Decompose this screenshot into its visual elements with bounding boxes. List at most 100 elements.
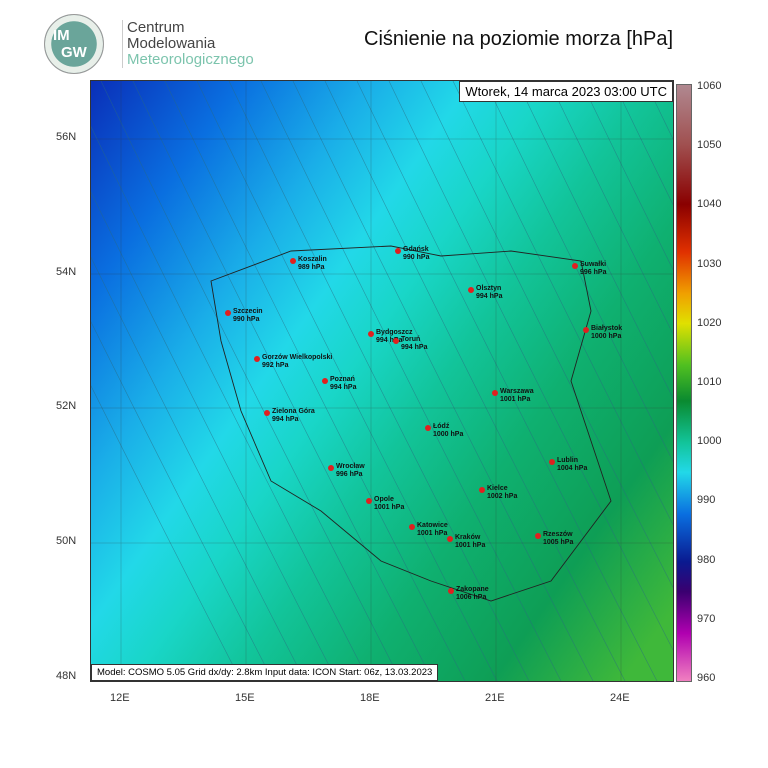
isobar [548,81,673,335]
forecast-datetime: Wtorek, 14 marca 2023 03:00 UTC [459,81,673,102]
city-name: Wrocław [336,463,365,470]
city-name: Koszalin [298,256,327,263]
colorbar-label: 960 [697,672,716,684]
isobar [420,81,673,589]
isobar [612,81,673,206]
city-name: Poznań [330,376,355,383]
city-pressure: 1001 hPa [455,542,486,549]
colorbar-label: 1010 [697,376,722,388]
isobar [356,81,658,681]
latitude-label: 48N [56,670,77,682]
city-dot [368,331,374,337]
city-dot [583,327,589,333]
city-name: Warszawa [500,388,534,395]
city-pressure: 1002 hPa [487,493,518,500]
city-pressure: 992 hPa [262,362,289,369]
isobar [228,81,530,681]
city-name: Zielona Góra [272,408,315,415]
city-dot [448,588,454,594]
city-pressure: 1000 hPa [433,431,464,438]
organization-name: Centrum Modelowania Meteorologicznego [122,20,254,68]
city-pressure: 1001 hPa [417,530,448,537]
isobar [484,81,673,463]
city-pressure: 994 hPa [401,344,428,351]
isobar [388,81,673,651]
longitude-label: 24E [610,692,630,704]
city-name: Białystok [591,325,623,332]
isobar [292,81,594,681]
city-pressure: 996 hPa [580,269,607,276]
city-pressure: 1001 hPa [500,396,531,403]
city-pressure: 994 hPa [330,384,357,391]
latitude-label: 52N [56,400,77,412]
city-dot [468,287,474,293]
city-dot [366,498,372,504]
city-name: Łódź [433,423,450,430]
colorbar-label: 1000 [697,435,722,448]
imgw-logo: IM GW [44,14,104,74]
org-line3: Meteorologicznego [127,51,254,68]
isobar [164,81,466,681]
model-info: Model: COSMO 5.05 Grid dx/dy: 2.8km Inpu… [91,664,439,681]
colorbar-label: 1040 [697,198,722,211]
city-name: Bydgoszcz [376,329,413,336]
city-dot [290,258,296,264]
poland-border [210,245,612,602]
latitude-label: 56N [56,131,77,143]
pressure-map: Koszalin 989 hPa Gdańsk 990 hPa Suwałki 996 h… [90,80,674,682]
longitude-label: 15E [235,692,255,704]
city-dot [328,465,334,471]
city-name: Olsztyn [476,285,502,292]
pressure-colorbar [676,84,692,682]
city-pressure: 1005 hPa [543,539,574,546]
city-dot [393,338,399,344]
longitude-label: 12E [110,692,130,704]
isobar [91,256,306,681]
isobar [644,81,673,140]
city-name: Gdańsk [403,246,429,253]
isobar-lines [91,81,673,681]
colorbar-label: 990 [697,494,716,507]
city-pressure: 994 hPa [272,416,299,423]
city-pressure: 994 hPa [376,337,403,344]
colorbar-label: 1020 [697,316,722,329]
city-name: Zakopane [456,586,489,593]
isobar [260,81,562,681]
colorbar-label: 1030 [697,257,722,270]
colorbar-label: 980 [697,553,716,566]
city-name: Opole [374,496,394,503]
page-title: Ciśnienie na poziomie morza [hPa] [364,28,674,50]
city-name: Kraków [455,534,481,541]
city-name: Kielce [487,485,508,492]
isobar [91,125,370,681]
isobar [91,321,274,681]
city-dot [492,390,498,396]
city-name: Szczecin [233,308,263,315]
city-dot [225,310,231,316]
city-name: Lublin [557,457,578,464]
city-dot [254,356,260,362]
colorbar-label: 1060 [697,80,722,92]
city-pressure: 989 hPa [298,264,325,271]
isobar [100,81,402,681]
city-pressure: 1000 hPa [591,333,622,340]
city-name: Toruń [401,336,421,343]
city-pressure: 1006 hPa [456,594,487,601]
isobar [196,81,498,681]
isobar [91,191,338,681]
isobar [132,81,434,681]
city-pressure: 990 hPa [233,316,260,323]
city-name: Katowice [417,522,448,529]
city-dot [479,487,485,493]
colorbar-label: 970 [697,612,716,625]
city-name: Suwałki [580,261,607,268]
city-dot [409,524,415,530]
city-pressure: 994 hPa [476,293,503,300]
longitude-label: 18E [360,692,380,704]
city-dot [322,378,328,384]
org-line2: Modelowania [127,35,216,52]
isobar [324,81,626,681]
isobar [452,81,673,526]
isobar [580,81,673,271]
city-dot [549,459,555,465]
